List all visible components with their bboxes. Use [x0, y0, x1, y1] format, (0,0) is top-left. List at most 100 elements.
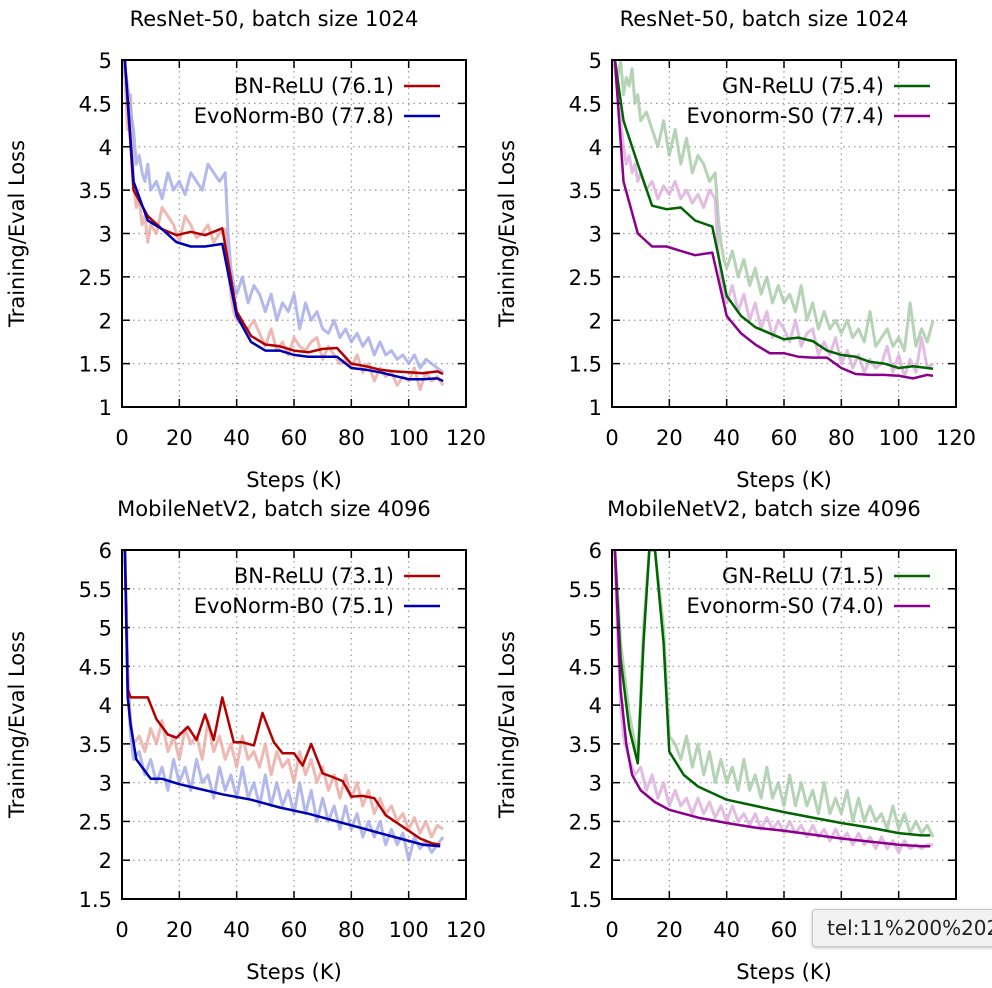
- y-tick-label: 3.5: [79, 179, 112, 203]
- y-axis-label: Training/Eval Loss: [495, 631, 519, 819]
- x-tick-label: 100: [389, 426, 429, 450]
- x-tick-label: 20: [166, 426, 193, 450]
- plot-area: [123, 550, 445, 862]
- y-tick-label: 4.5: [569, 655, 602, 679]
- y-tick-label: 1: [99, 396, 112, 420]
- y-tick-label: 3: [589, 223, 602, 247]
- y-tick-label: 4.5: [79, 92, 112, 116]
- x-tick-label: 100: [389, 918, 429, 942]
- y-tick-label: 5: [99, 617, 112, 641]
- legend-label: EvoNorm-B0 (75.1): [194, 594, 394, 618]
- y-tick-label: 3: [99, 223, 112, 247]
- y-tick-label: 2.5: [569, 810, 602, 834]
- x-tick-label: 0: [115, 918, 128, 942]
- legend-label: BN-ReLU (76.1): [234, 74, 394, 98]
- y-axis-label: Training/Eval Loss: [5, 140, 29, 328]
- y-tick-label: 2.5: [79, 810, 112, 834]
- legend-label: Evonorm-S0 (74.0): [686, 594, 884, 618]
- x-tick-label: 20: [166, 918, 193, 942]
- y-tick-label: 2: [589, 849, 602, 873]
- y-tick-label: 5.5: [79, 578, 112, 602]
- series-eval-line: [123, 60, 444, 376]
- plot-area: [122, 60, 445, 392]
- y-tick-label: 3.5: [79, 733, 112, 757]
- x-tick-label: 20: [656, 426, 683, 450]
- y-tick-label: 2: [589, 309, 602, 333]
- x-tick-label: 0: [115, 426, 128, 450]
- y-tick-label: 2: [99, 309, 112, 333]
- plot-area: [612, 60, 935, 380]
- x-tick-label: 60: [281, 426, 308, 450]
- chart-title: ResNet-50, batch size 1024: [130, 7, 419, 31]
- x-axis-label: Steps (K): [736, 468, 832, 492]
- x-tick-label: 20: [656, 918, 683, 942]
- x-tick-label: 40: [713, 918, 740, 942]
- x-tick-label: 60: [771, 426, 798, 450]
- series-noisy-line: [123, 550, 444, 839]
- y-tick-label: 2.5: [79, 266, 112, 290]
- y-tick-label: 6: [99, 539, 112, 563]
- y-axis-label: Training/Eval Loss: [495, 140, 519, 328]
- y-tick-label: 2.5: [569, 266, 602, 290]
- y-tick-label: 5: [589, 617, 602, 641]
- series-noisy-line: [122, 60, 444, 374]
- legend-label: EvoNorm-B0 (77.8): [194, 104, 394, 128]
- y-tick-label: 2: [99, 849, 112, 873]
- y-tick-label: 1.5: [569, 353, 602, 377]
- x-tick-label: 80: [338, 918, 365, 942]
- y-tick-label: 3.5: [569, 179, 602, 203]
- y-tick-label: 5: [589, 49, 602, 73]
- plot-area: [613, 550, 935, 854]
- y-tick-label: 3.5: [569, 733, 602, 757]
- chart-title: MobileNetV2, batch size 4096: [117, 497, 431, 521]
- x-tick-label: 80: [828, 426, 855, 450]
- chart-panel-4: MobileNetV2, batch size 4096020406080100…: [495, 497, 976, 984]
- chart-panel-3: MobileNetV2, batch size 4096 0 20 40 60 80 100…: [5, 497, 486, 984]
- x-axis-label: Steps (K): [736, 960, 832, 984]
- series-eval-line: [613, 60, 934, 371]
- legend-label: GN-ReLU (71.5): [722, 564, 884, 588]
- legend-label: BN-ReLU (73.1): [234, 564, 394, 588]
- x-axis-label: Steps (K): [246, 468, 342, 492]
- chart-title: MobileNetV2, batch size 4096: [607, 497, 921, 521]
- y-tick-label: 3: [99, 772, 112, 796]
- y-tick-label: 3: [589, 772, 602, 796]
- y-tick-label: 5: [99, 49, 112, 73]
- legend-label: Evonorm-S0 (77.4): [686, 104, 884, 128]
- y-tick-label: 4: [589, 136, 602, 160]
- series-eval-line: [613, 60, 934, 380]
- x-tick-label: 120: [446, 426, 486, 450]
- y-tick-label: 4.5: [569, 92, 602, 116]
- y-tick-label: 5.5: [569, 578, 602, 602]
- x-axis-label: Steps (K): [246, 960, 342, 984]
- y-tick-label: 6: [589, 539, 602, 563]
- x-tick-label: 40: [223, 426, 250, 450]
- link-tooltip: tel:11%200%202: [812, 909, 992, 947]
- series-eval-line: [123, 550, 441, 848]
- x-tick-label: 40: [223, 918, 250, 942]
- series-eval-line: [123, 550, 441, 846]
- y-tick-label: 1: [589, 396, 602, 420]
- series-eval-line: [123, 60, 444, 383]
- x-tick-label: 100: [879, 426, 919, 450]
- x-tick-label: 80: [338, 426, 365, 450]
- x-tick-label: 120: [446, 918, 486, 942]
- y-tick-label: 1.5: [569, 888, 602, 912]
- x-tick-label: 40: [713, 426, 740, 450]
- y-tick-label: 4: [589, 694, 602, 718]
- x-tick-label: 60: [281, 918, 308, 942]
- chart-title: ResNet-50, batch size 1024: [620, 7, 909, 31]
- x-tick-label: 120: [936, 426, 976, 450]
- y-tick-label: 4.5: [79, 655, 112, 679]
- x-tick-label: 60: [771, 918, 798, 942]
- y-tick-label: 4: [99, 136, 112, 160]
- series-noisy-line: [613, 550, 935, 838]
- tooltip-text: tel:11%200%202: [827, 916, 992, 940]
- x-tick-label: 0: [605, 426, 618, 450]
- series-noisy-line: [613, 60, 935, 353]
- y-tick-label: 4: [99, 694, 112, 718]
- series-noisy-line: [123, 550, 445, 862]
- legend-label: GN-ReLU (75.4): [722, 74, 884, 98]
